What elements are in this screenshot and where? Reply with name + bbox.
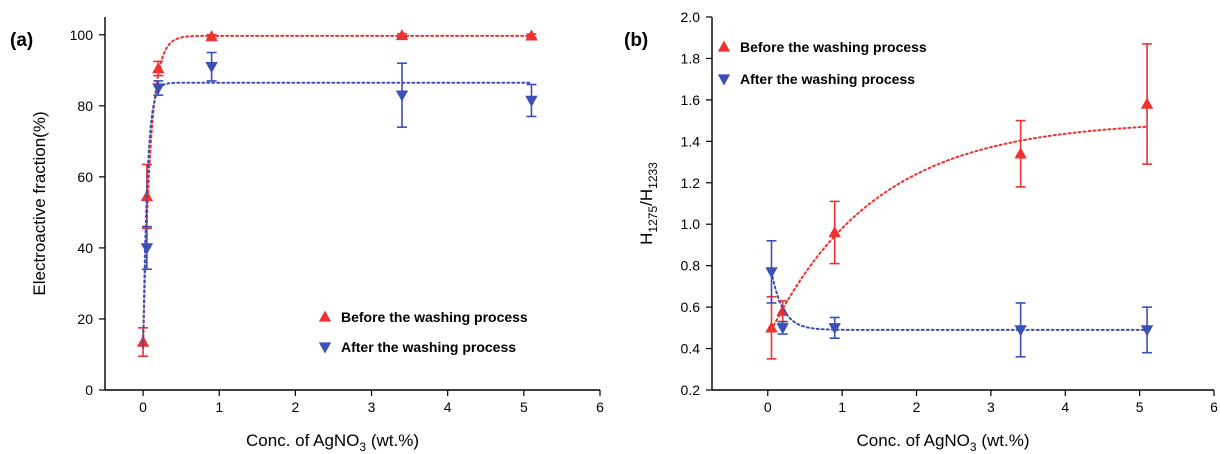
x-axis-title: Conc. of AgNO3 (wt.%) <box>857 431 1030 454</box>
x-axis-title-main: Conc. of AgNO <box>246 431 359 450</box>
y-tick-label: 1.8 <box>681 50 701 66</box>
chart-panel-b: (b) 0 1 2 3 4 5 6 0.2 0.4 0.6 0.8 1.0 1.2 1.4 1.6 1.8 2.0… <box>624 9 1218 454</box>
x-axis-title-suffix: (wt.%) <box>977 431 1030 450</box>
data-point <box>828 226 841 238</box>
legend-label: After the washing process <box>341 339 516 355</box>
y-axis-title-subscript-1: 1275 <box>646 206 660 233</box>
x-tick-label: 0 <box>139 399 147 415</box>
y-tick-label: 0.6 <box>681 299 701 315</box>
legend-marker <box>318 310 332 322</box>
x-axis-title-subscript: 3 <box>970 440 977 454</box>
data-point <box>1014 147 1027 159</box>
y-tick-label: 60 <box>77 169 93 185</box>
x-axis-title-main: Conc. of AgNO <box>857 431 970 450</box>
data-point <box>205 62 218 74</box>
data-point <box>828 323 841 335</box>
series-after-washing <box>140 51 538 349</box>
data-point <box>1014 325 1027 337</box>
x-tick-label: 5 <box>1136 399 1144 415</box>
series-before-washing <box>765 43 1154 360</box>
data-point <box>395 90 409 102</box>
x-axis-title-suffix: (wt.%) <box>366 431 419 450</box>
data-point <box>776 323 789 335</box>
panel-label: (b) <box>624 30 648 51</box>
data-point <box>140 243 154 255</box>
x-tick-label: 3 <box>987 399 995 415</box>
fit-curve <box>142 34 533 349</box>
x-tick-label: 6 <box>596 399 604 415</box>
y-tick-label: 1.4 <box>681 133 701 149</box>
y-tick-label: 1.6 <box>681 92 701 108</box>
legend-label: Before the washing process <box>740 39 927 55</box>
data-point <box>395 28 409 41</box>
data-point <box>1140 97 1154 109</box>
y-axis-title-subscript-2: 1233 <box>646 162 660 189</box>
y-tick-label: 40 <box>77 240 93 256</box>
y-tick-label: 20 <box>77 311 93 327</box>
data-point <box>525 29 538 41</box>
x-tick-label: 2 <box>913 399 921 415</box>
legend-marker <box>318 342 332 354</box>
data-point <box>152 83 165 95</box>
x-tick-label: 1 <box>215 399 223 415</box>
y-tick-label: 0.8 <box>681 258 701 274</box>
x-tick-label: 6 <box>1210 399 1218 415</box>
x-axis-title-subscript: 3 <box>359 440 366 454</box>
y-axis-title-h1: H <box>637 233 656 245</box>
x-tick-label: 2 <box>291 399 299 415</box>
legend-marker <box>717 40 731 52</box>
fit-curve <box>770 125 1149 331</box>
x-tick-label: 5 <box>520 399 528 415</box>
x-axis-title: Conc. of AgNO3 (wt.%) <box>246 431 419 454</box>
data-point <box>205 30 218 42</box>
x-tick-label: 1 <box>838 399 846 415</box>
data-point <box>776 304 789 316</box>
y-tick-label: 0 <box>85 382 93 398</box>
panel-label: (a) <box>10 30 33 51</box>
y-axis-title-h2: /H <box>637 189 656 206</box>
x-tick-label: 0 <box>764 399 772 415</box>
y-tick-label: 1.2 <box>681 175 701 191</box>
data-point <box>152 62 165 74</box>
series-after-washing <box>765 240 1154 358</box>
data-point <box>765 321 778 333</box>
y-tick-label: 0.4 <box>681 341 701 357</box>
x-tick-label: 4 <box>444 399 452 415</box>
data-point <box>765 267 778 279</box>
x-tick-label: 4 <box>1061 399 1069 415</box>
y-tick-label: 80 <box>77 98 93 114</box>
x-tick-label: 3 <box>368 399 376 415</box>
legend-label: Before the washing process <box>341 309 528 325</box>
y-tick-label: 1.0 <box>681 216 701 232</box>
y-tick-label: 100 <box>70 27 94 43</box>
fit-curve <box>770 270 1149 331</box>
data-point <box>1140 325 1154 337</box>
fit-curve <box>142 81 533 349</box>
data-point <box>525 95 538 107</box>
series-before-washing <box>136 28 538 358</box>
y-tick-label: 0.2 <box>681 382 701 398</box>
y-axis-title: H1275/H1233 <box>637 162 660 245</box>
legend-marker <box>717 74 731 86</box>
legend-label: After the washing process <box>740 71 915 87</box>
y-axis-title: Electroactive fraction(%) <box>30 111 49 295</box>
y-tick-label: 2.0 <box>681 9 701 25</box>
